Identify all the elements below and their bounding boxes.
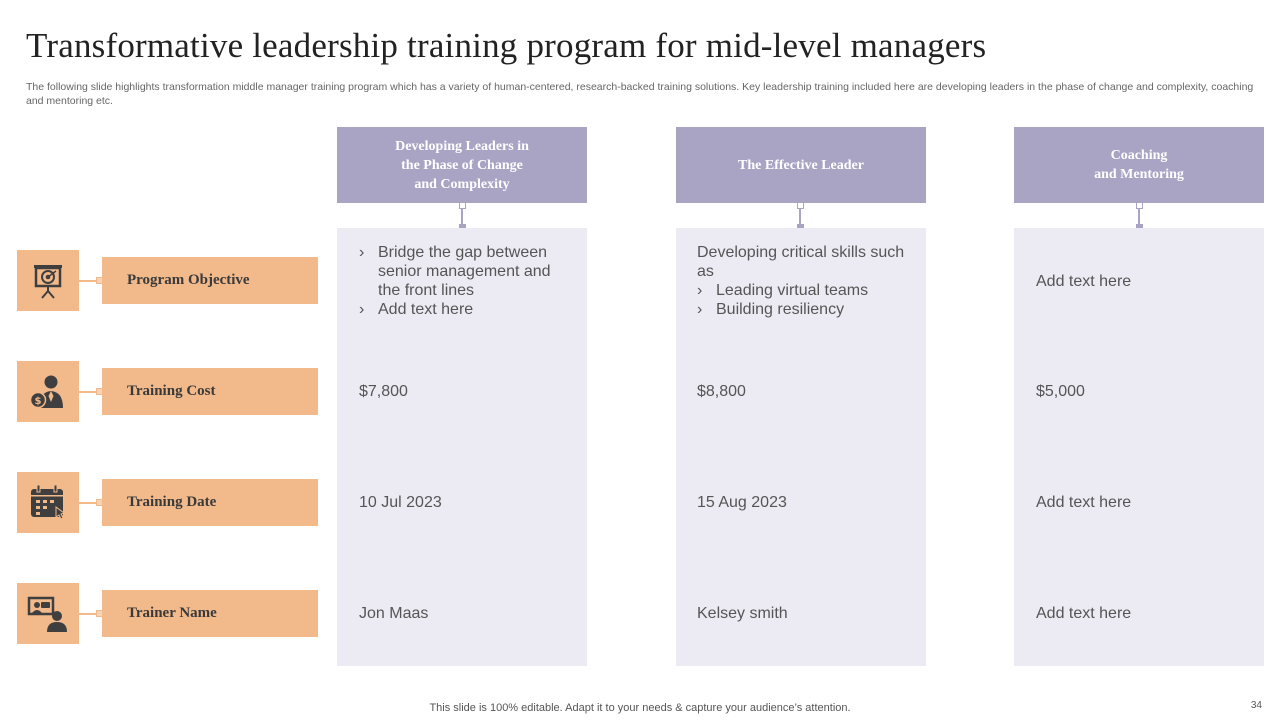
calendar-icon <box>17 472 79 533</box>
row-connector <box>79 391 102 393</box>
bullet-item: Building resiliency <box>697 300 912 319</box>
cell-training-date: Add text here <box>1036 494 1132 511</box>
slide-footer: This slide is 100% editable. Adapt it to… <box>429 702 851 714</box>
cell-trainer-name: Jon Maas <box>359 605 429 622</box>
row-connector <box>79 502 102 504</box>
presenter-icon <box>17 583 79 644</box>
cell-trainer-name: Add text here <box>1036 605 1132 622</box>
slide-title: Transformative leadership training progr… <box>26 26 987 65</box>
slide-subtitle: The following slide highlights transform… <box>26 81 1254 107</box>
page-number: 34 <box>1250 700 1262 711</box>
row-label-training-date: Training Date <box>102 479 318 526</box>
connector-dot <box>1136 224 1143 231</box>
row-label-training-cost: Training Cost <box>102 368 318 415</box>
row-connector <box>79 613 102 615</box>
cell-training-cost: $5,000 <box>1036 383 1085 400</box>
row-connector <box>79 280 102 282</box>
column-header-coaching-mentoring: Coaching and Mentoring <box>1014 127 1264 203</box>
column-header-label: Coaching and Mentoring <box>1094 148 1184 182</box>
connector-dot <box>459 202 466 209</box>
column-header-label: Developing Leaders in the Phase of Chang… <box>395 138 529 192</box>
cell-program-objective: Developing critical skills such as Leadi… <box>697 243 912 319</box>
cell-training-date: 15 Aug 2023 <box>697 494 787 511</box>
cell-training-cost: $7,800 <box>359 383 408 400</box>
cell-program-objective: Bridge the gap between senior management… <box>359 243 574 319</box>
connector-dot <box>797 224 804 231</box>
row-label-trainer-name: Trainer Name <box>102 590 318 637</box>
column-connector <box>799 203 801 227</box>
column-header-effective-leader: The Effective Leader <box>676 127 926 203</box>
column-body-effective-leader: Developing critical skills such as Leadi… <box>676 228 926 666</box>
svg-text:$: $ <box>35 396 42 407</box>
connector-dot <box>797 202 804 209</box>
connector-dot <box>1136 202 1143 209</box>
row-label-program-objective: Program Objective <box>102 257 318 304</box>
cell-training-cost: $8,800 <box>697 383 746 400</box>
bullet-item: Bridge the gap between senior management… <box>359 243 574 300</box>
column-connector <box>461 203 463 227</box>
cell-trainer-name: Kelsey smith <box>697 605 788 622</box>
cell-training-date: 10 Jul 2023 <box>359 494 442 511</box>
column-header-label: The Effective Leader <box>738 157 864 173</box>
column-header-developing-leaders: Developing Leaders in the Phase of Chang… <box>337 127 587 203</box>
person-dollar-icon: $ <box>17 361 79 422</box>
objective-text: Developing critical skills such as <box>697 244 905 280</box>
column-body-developing-leaders: Bridge the gap between senior management… <box>337 228 587 666</box>
cell-program-objective: Add text here <box>1036 273 1132 290</box>
bullet-item: Leading virtual teams <box>697 281 912 300</box>
target-presentation-icon <box>17 250 79 311</box>
bullet-item: Add text here <box>359 300 574 319</box>
connector-dot <box>459 224 466 231</box>
column-body-coaching-mentoring: Add text here $5,000 Add text here Add t… <box>1014 228 1264 666</box>
column-connector <box>1138 203 1140 227</box>
